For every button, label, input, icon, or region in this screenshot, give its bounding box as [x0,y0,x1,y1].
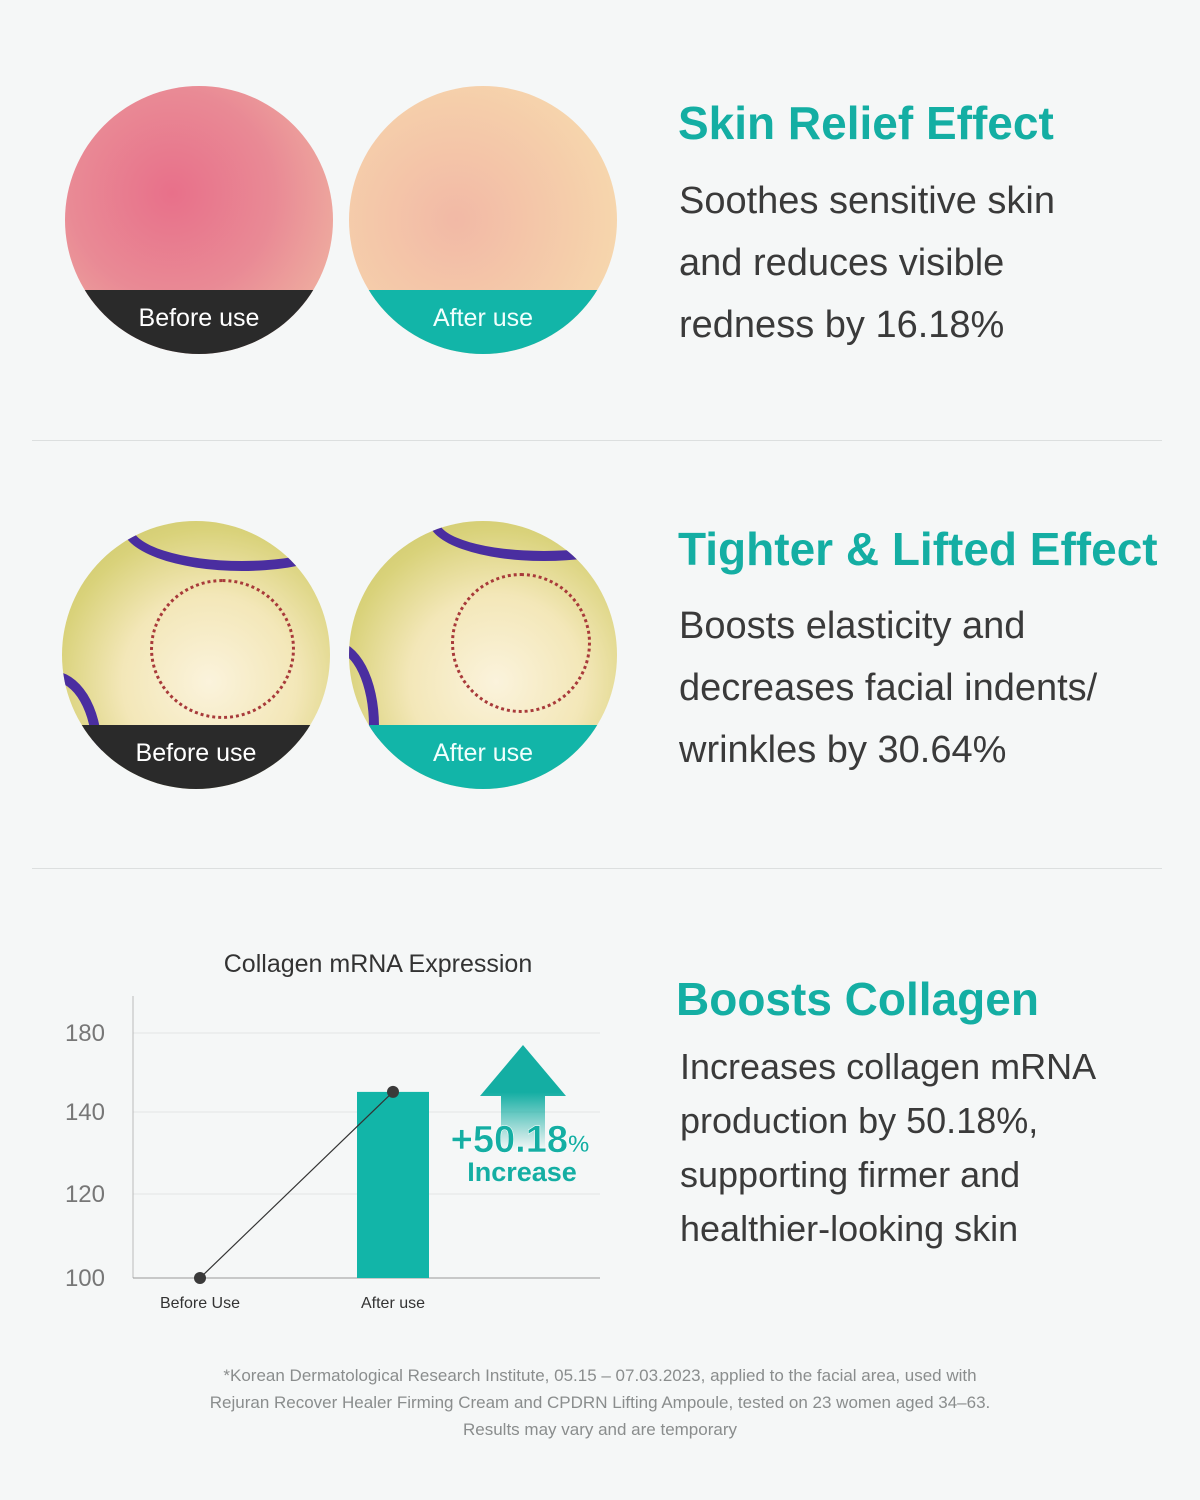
desc-line: production by 50.18%, [680,1100,1039,1141]
collagen-chart: Collagen mRNA Expression 100 120 140 180 Be… [65,950,600,1312]
footnote-line: Rejuran Recover Healer Firming Cream and… [209,1393,991,1412]
footnote: *Korean Dermatological Research Institut… [0,1362,1200,1443]
data-point [387,1085,399,1098]
trend-line [199,1091,394,1279]
data-point [194,1272,206,1284]
section-title: Tighter & Lifted Effect [678,523,1158,575]
x-tick-label: Before Use [160,1295,240,1312]
up-arrow-icon [480,1045,566,1150]
section-description: Soothes sensitive skin and reduces visib… [679,170,1055,356]
after-label: After use [349,725,617,789]
y-tick-label: 120 [65,1181,105,1208]
after-label: After use [349,290,617,354]
divider [32,868,1162,869]
increase-label: Increase [467,1157,577,1187]
footnote-line: Results may vary and are temporary [463,1420,737,1439]
section-title: Boosts Collagen [676,973,1039,1025]
desc-line: Soothes sensitive skin [679,180,1055,222]
bar-after-use [357,1091,429,1278]
y-tick-label: 100 [65,1265,105,1292]
desc-line: redness by 16.18% [679,304,1005,346]
skin-fold [429,521,617,561]
footnote-line: *Korean Dermatological Research Institut… [223,1366,977,1385]
before-skin-image: Before use [65,86,333,354]
divider [32,440,1162,441]
skin-fold [122,521,330,571]
dotted-circle [150,579,295,719]
desc-line: Increases collagen mRNA [680,1046,1097,1087]
before-label: Before use [65,290,333,354]
after-skin-image: After use [349,86,617,354]
x-tick-label: After use [361,1295,425,1312]
increase-annotation: +50.18% [451,1119,590,1161]
y-tick-label: 180 [65,1020,105,1047]
before-scan-image: Before use [62,521,330,789]
section-title: Skin Relief Effect [678,97,1054,149]
before-label: Before use [62,725,330,789]
after-scan-image: After use [349,521,617,789]
desc-line: decreases facial indents/ [679,667,1098,709]
desc-line: wrinkles by 30.64% [679,729,1007,771]
desc-line: and reduces visible [679,242,1005,284]
section-description: Boosts elasticity and decreases facial i… [679,595,1097,781]
desc-line: supporting firmer and [680,1154,1021,1195]
y-tick-label: 140 [65,1099,105,1126]
desc-line: Boosts elasticity and [679,605,1026,647]
dotted-circle [451,573,591,713]
desc-line: healthier-looking skin [680,1208,1019,1249]
section-description: Increases collagen mRNA production by 50… [680,1040,1096,1256]
chart-title: Collagen mRNA Expression [224,950,532,978]
